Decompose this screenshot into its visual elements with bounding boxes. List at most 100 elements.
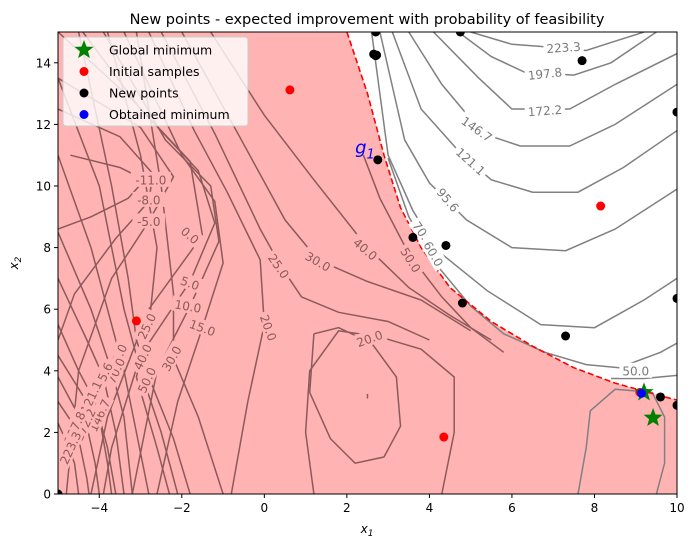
contour-line <box>58 154 146 230</box>
contour-label: 223.3 <box>546 40 581 56</box>
contour-label-bg <box>419 235 449 272</box>
contour-label-bg <box>524 101 566 119</box>
contour-label-group: -11.0 <box>130 171 171 187</box>
point-layer <box>58 32 677 494</box>
contour-label-bg <box>348 232 384 266</box>
constraint-label-sub: 1 <box>367 148 375 163</box>
contour-label-bg <box>58 426 86 469</box>
new-points-marker <box>373 155 383 165</box>
contour-label-group: -8.0 <box>132 191 166 207</box>
constraint-label: g1 <box>355 138 375 163</box>
contour-line <box>58 77 179 494</box>
contour-label: 10.0 <box>174 297 203 315</box>
x-axis-label-base: x <box>360 522 369 536</box>
y-tick-label: 10 <box>36 180 51 194</box>
initial-samples-marker <box>439 432 449 442</box>
initial-samples-marker <box>596 201 606 211</box>
plot-layer: 223.3197.8172.2146.7121.195.670.060.050.… <box>58 32 677 494</box>
new-points-marker <box>408 232 418 242</box>
y-axis-label-sub: 2 <box>14 256 24 262</box>
contour-line <box>408 32 677 147</box>
contour-line <box>77 32 191 494</box>
contour-label-bg <box>184 314 221 340</box>
contour-label-bg <box>175 271 205 294</box>
contour-label-bg <box>300 246 337 276</box>
contour-label-bg <box>351 325 388 351</box>
legend-label-new-points: New points <box>109 86 179 101</box>
contour-label-bg <box>175 220 206 249</box>
contour-label-bg <box>128 338 156 375</box>
contour-label: -11.0 <box>135 173 166 187</box>
new-points-marker <box>457 298 467 308</box>
contour-label-bg <box>432 182 465 217</box>
contour-label: 197.8 <box>527 65 563 83</box>
contour-label-bg <box>130 171 171 187</box>
contour-label-group: 5.0 <box>175 271 205 294</box>
chart-title: New points - expected improvement with p… <box>130 12 605 28</box>
contour-label-bg <box>132 361 160 398</box>
new-points-marker <box>371 32 381 37</box>
y-tick-label: 0 <box>43 488 51 502</box>
global-minimum-marker <box>643 407 663 426</box>
x-tick-label: 4 <box>426 501 434 515</box>
x-axis-ticks: −4 −2 0 2 4 6 8 10 <box>90 494 685 515</box>
contour-label-bg <box>451 142 491 180</box>
contour-label-group: 197.8 <box>524 63 566 83</box>
contour-label-bg <box>170 295 206 316</box>
legend: Global minimum Initial samples New points O… <box>62 36 249 127</box>
contour-label-bg <box>456 110 498 147</box>
y-tick-label: 8 <box>43 241 51 255</box>
initial-samples-marker <box>131 316 141 326</box>
legend-box <box>62 36 249 127</box>
contour-label-bg <box>543 38 584 56</box>
contour-label-bg <box>524 63 566 83</box>
new-points-marker <box>655 392 665 402</box>
contour-label-bg <box>256 309 282 346</box>
initial-samples-marker <box>285 85 295 95</box>
contour-line <box>391 32 677 193</box>
contour-label-bg <box>75 375 106 419</box>
obtained-minimum-marker <box>637 388 647 398</box>
x-axis-label: x1 <box>360 522 374 539</box>
new-points-marker <box>672 293 677 303</box>
new-points-marker <box>672 400 677 410</box>
new-points-marker <box>372 50 382 60</box>
contour-label: 5.0 <box>179 274 202 294</box>
y-tick-label: 2 <box>43 426 51 440</box>
constraint-label-base: g <box>355 138 366 159</box>
legend-items: Global minimum Initial samples New points O… <box>74 40 230 122</box>
x-tick-label: 6 <box>508 501 516 515</box>
plot-frame <box>57 31 678 495</box>
contour-label-bg <box>619 362 653 378</box>
contour-label-group: 10.0 <box>170 295 206 316</box>
y-axis-label: x2 <box>7 256 24 270</box>
x-tick-label: −2 <box>173 501 191 515</box>
legend-marker-initial-samples <box>79 67 89 76</box>
contour-line <box>370 32 677 329</box>
contour-label-bg <box>396 241 427 278</box>
contour-label-group: 50.0 <box>619 362 653 378</box>
y-axis-label-group: x2 <box>7 256 24 270</box>
contour-label: 172.2 <box>527 103 562 119</box>
legend-label-global-minimum: Global minimum <box>109 43 212 58</box>
contour-line <box>123 32 224 494</box>
contour-label-group: 172.2 <box>524 101 566 119</box>
legend-marker-new-points <box>79 88 89 98</box>
contour-label: -5.0 <box>137 215 160 229</box>
x-axis-label-sub: 1 <box>368 529 374 539</box>
contour-line <box>577 388 666 494</box>
new-points-marker <box>672 107 677 117</box>
new-points-marker <box>455 32 465 37</box>
contour-line <box>148 32 266 494</box>
y-tick-label: 4 <box>43 364 51 378</box>
legend-marker-global-minimum <box>74 40 94 59</box>
y-axis-label-base: x <box>7 261 21 270</box>
contour-label: 50.0 <box>622 364 649 378</box>
x-tick-label: 10 <box>669 501 684 515</box>
new-points-marker <box>441 240 451 250</box>
contour-line <box>611 374 677 380</box>
contour-label-bg <box>263 248 295 284</box>
new-points-marker <box>58 489 63 494</box>
contour-line <box>160 32 430 341</box>
